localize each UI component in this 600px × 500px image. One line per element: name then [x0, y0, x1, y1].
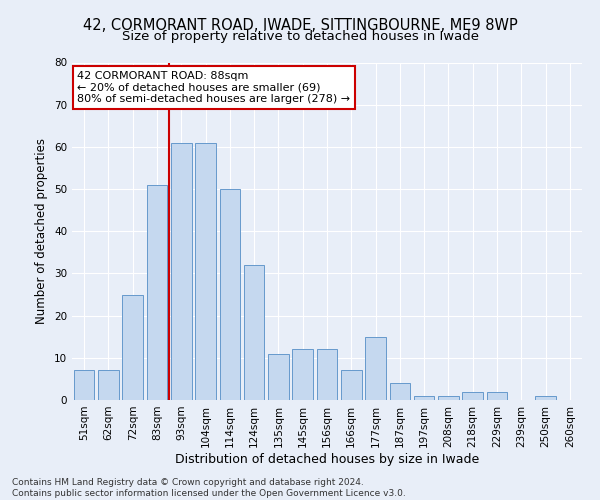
Text: Size of property relative to detached houses in Iwade: Size of property relative to detached ho…	[121, 30, 479, 43]
Bar	[122, 294, 143, 400]
Y-axis label: Number of detached properties: Number of detached properties	[35, 138, 49, 324]
Bar	[341, 370, 362, 400]
Bar	[195, 142, 216, 400]
Bar	[220, 189, 240, 400]
X-axis label: Distribution of detached houses by size in Iwade: Distribution of detached houses by size …	[175, 452, 479, 466]
Bar	[535, 396, 556, 400]
Text: Contains HM Land Registry data © Crown copyright and database right 2024.
Contai: Contains HM Land Registry data © Crown c…	[12, 478, 406, 498]
Text: 42 CORMORANT ROAD: 88sqm
← 20% of detached houses are smaller (69)
80% of semi-d: 42 CORMORANT ROAD: 88sqm ← 20% of detach…	[77, 71, 350, 104]
Text: 42, CORMORANT ROAD, IWADE, SITTINGBOURNE, ME9 8WP: 42, CORMORANT ROAD, IWADE, SITTINGBOURNE…	[83, 18, 517, 32]
Bar	[463, 392, 483, 400]
Bar	[268, 354, 289, 400]
Bar	[292, 350, 313, 400]
Bar	[244, 265, 265, 400]
Bar	[487, 392, 508, 400]
Bar	[74, 370, 94, 400]
Bar	[317, 350, 337, 400]
Bar	[146, 185, 167, 400]
Bar	[414, 396, 434, 400]
Bar	[98, 370, 119, 400]
Bar	[365, 336, 386, 400]
Bar	[438, 396, 459, 400]
Bar	[389, 383, 410, 400]
Bar	[171, 142, 191, 400]
